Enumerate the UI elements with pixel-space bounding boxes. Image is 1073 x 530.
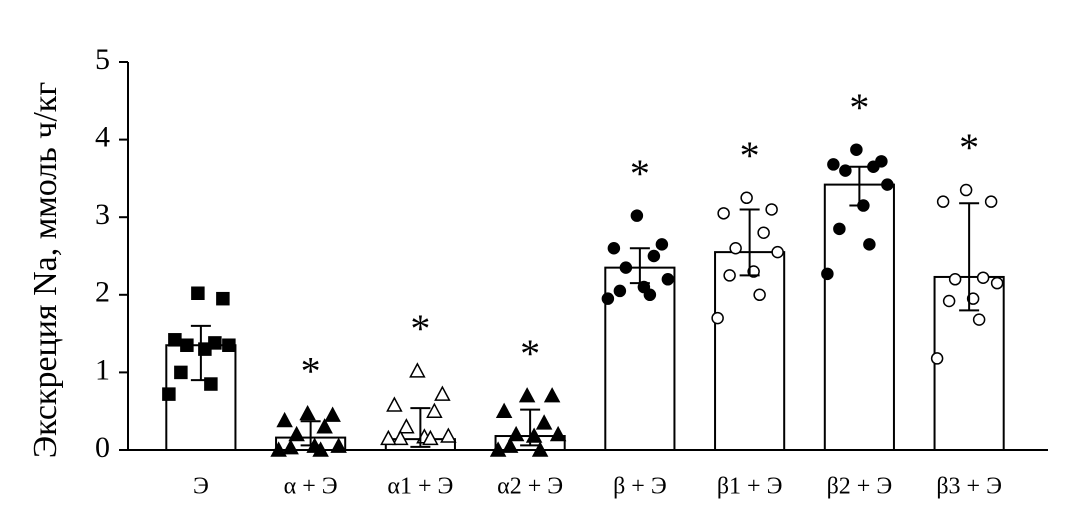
data-point <box>863 238 876 251</box>
data-point <box>440 427 457 443</box>
significance-mark: * <box>849 85 869 130</box>
y-tick-label: 0 <box>95 431 110 464</box>
data-point <box>270 441 287 457</box>
data-point <box>881 178 894 191</box>
data-point <box>282 439 299 455</box>
data-point <box>833 222 846 236</box>
data-point <box>409 362 426 378</box>
data-point <box>717 207 730 220</box>
data-point <box>168 333 182 347</box>
y-tick-label: 5 <box>95 43 110 76</box>
data-point <box>972 313 986 326</box>
data-point <box>630 209 644 222</box>
data-point <box>386 396 403 412</box>
data-point <box>330 437 347 453</box>
data-point <box>747 265 760 278</box>
significance-mark: * <box>410 306 430 351</box>
data-point <box>507 425 525 442</box>
x-tick-label: β + Э <box>613 474 667 500</box>
data-point <box>312 441 329 457</box>
data-point <box>535 414 553 430</box>
data-point <box>948 273 962 286</box>
data-point <box>543 387 561 403</box>
x-tick-label: β3 + Э <box>936 474 1002 500</box>
x-tick-label: α1 + Э <box>387 474 453 500</box>
data-point <box>619 261 633 274</box>
y-tick-label: 2 <box>95 276 110 309</box>
data-point <box>867 160 880 174</box>
data-point <box>647 249 661 263</box>
data-point <box>976 271 990 284</box>
data-point <box>392 429 409 446</box>
data-point <box>531 441 549 457</box>
data-point <box>643 288 657 302</box>
data-point <box>753 288 766 302</box>
data-point <box>288 425 305 442</box>
data-point <box>839 164 852 177</box>
data-point <box>191 286 205 300</box>
data-point <box>966 292 980 305</box>
data-point <box>821 267 834 281</box>
data-point <box>729 241 742 255</box>
data-point <box>850 143 863 156</box>
data-point <box>434 385 451 401</box>
significance-mark: * <box>630 151 650 196</box>
data-point <box>549 425 567 442</box>
x-tick-label: α2 + Э <box>497 474 563 500</box>
x-tick-label: Э <box>193 474 209 500</box>
data-point <box>426 402 443 418</box>
y-tick-label: 3 <box>95 198 110 231</box>
data-point <box>661 273 675 286</box>
data-point <box>607 241 621 255</box>
significance-mark: * <box>959 125 979 170</box>
x-tick-label: β1 + Э <box>717 474 783 500</box>
data-point <box>380 429 397 446</box>
data-point <box>613 284 627 298</box>
data-point <box>711 311 724 325</box>
y-axis-label: Экскреция Na, ммоль ч/кг <box>27 82 64 459</box>
x-tick-label: α + Э <box>284 474 338 500</box>
data-point <box>174 365 188 380</box>
data-point <box>495 402 513 418</box>
data-point <box>765 203 778 216</box>
data-point <box>216 291 230 306</box>
bar <box>604 266 676 452</box>
data-point <box>984 195 998 208</box>
data-point <box>398 418 415 434</box>
data-point <box>222 338 236 352</box>
significance-mark: * <box>740 133 760 178</box>
data-point <box>959 183 973 197</box>
data-point <box>990 276 1004 290</box>
data-point <box>489 441 507 457</box>
bar <box>714 251 786 451</box>
data-point <box>299 404 316 421</box>
data-point <box>827 158 840 171</box>
data-point <box>518 387 536 403</box>
x-tick-label: β2 + Э <box>827 474 893 500</box>
y-tick-label: 1 <box>95 353 110 386</box>
data-point <box>936 195 950 208</box>
data-point <box>501 437 519 453</box>
data-point <box>655 238 669 251</box>
data-point <box>757 226 770 239</box>
data-point <box>942 294 956 308</box>
data-point <box>740 191 753 205</box>
data-point <box>771 245 784 259</box>
data-point <box>316 418 333 434</box>
data-point <box>601 292 615 305</box>
data-point <box>723 269 736 282</box>
data-point <box>162 387 176 401</box>
data-point <box>930 352 944 365</box>
data-point <box>276 411 293 428</box>
data-point <box>422 429 439 446</box>
significance-mark: * <box>301 349 321 394</box>
data-point <box>324 406 341 422</box>
data-point <box>180 338 194 352</box>
y-tick-label: 4 <box>95 120 110 153</box>
significance-mark: * <box>520 331 540 376</box>
